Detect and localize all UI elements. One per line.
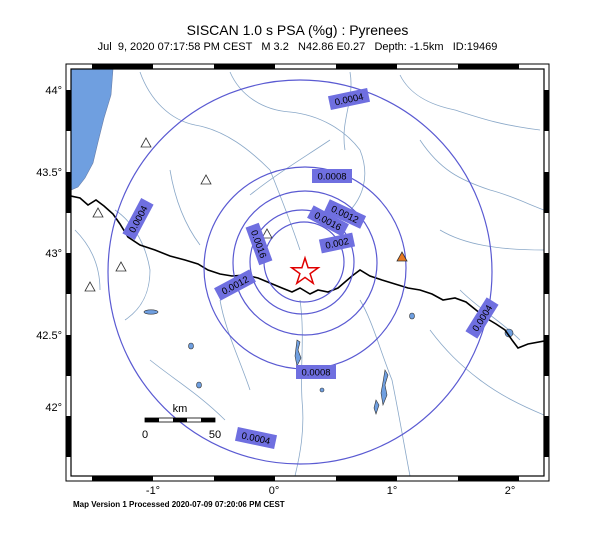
lon-tick-label: 1° [387, 485, 398, 497]
station-marker [140, 137, 152, 148]
contour-0.0016 [249, 209, 355, 315]
lat-tick-label: 42.5° [36, 330, 62, 342]
lat-tick-label: 42° [45, 402, 62, 414]
scale-bar: km 0 50 [142, 403, 221, 441]
event-info: Jul 9, 2020 07:17:58 PM CEST M 3.2 N42.8… [97, 41, 498, 53]
lat-tick-label: 44° [45, 85, 62, 97]
rivers [74, 71, 544, 476]
seismic-stations [84, 137, 408, 292]
lat-tick-label: 43.5° [36, 167, 62, 179]
country-border [71, 195, 544, 349]
lakes [143, 309, 514, 415]
station-marker [92, 207, 104, 218]
map-title: SISCAN 1.0 s PSA (%g) : Pyrenees [186, 22, 409, 38]
processing-note: Map Version 1 Processed 2020-07-09 07:20… [73, 500, 285, 509]
contour-0.0012 [232, 190, 378, 336]
sea-area [71, 69, 114, 191]
lat-tick-label: 43° [45, 248, 62, 260]
scale-bar-end: 50 [209, 429, 221, 441]
station-marker [84, 281, 96, 292]
scale-bar-unit: km [173, 403, 188, 415]
lat-axis: 44° 43.5° 43° 42.5° 42° [36, 85, 62, 414]
lon-tick-label: -1° [146, 485, 160, 497]
psa-contours [107, 79, 493, 465]
contour-label: 0.002 [324, 236, 350, 252]
station-marker-active [396, 251, 408, 262]
lon-axis: -1° 0° 1° 2° [146, 485, 515, 497]
map-frame [65, 63, 550, 482]
station-marker [261, 228, 273, 239]
contour-0.0004 [107, 79, 493, 465]
station-marker [200, 174, 212, 185]
lon-tick-label: 2° [505, 485, 516, 497]
contour-label: 0.0008 [301, 368, 330, 379]
scale-bar-start: 0 [142, 429, 148, 441]
contour-label: 0.0008 [317, 172, 346, 183]
epicenter-star [289, 255, 321, 286]
lon-tick-label: 0° [269, 485, 280, 497]
station-marker [115, 261, 127, 272]
